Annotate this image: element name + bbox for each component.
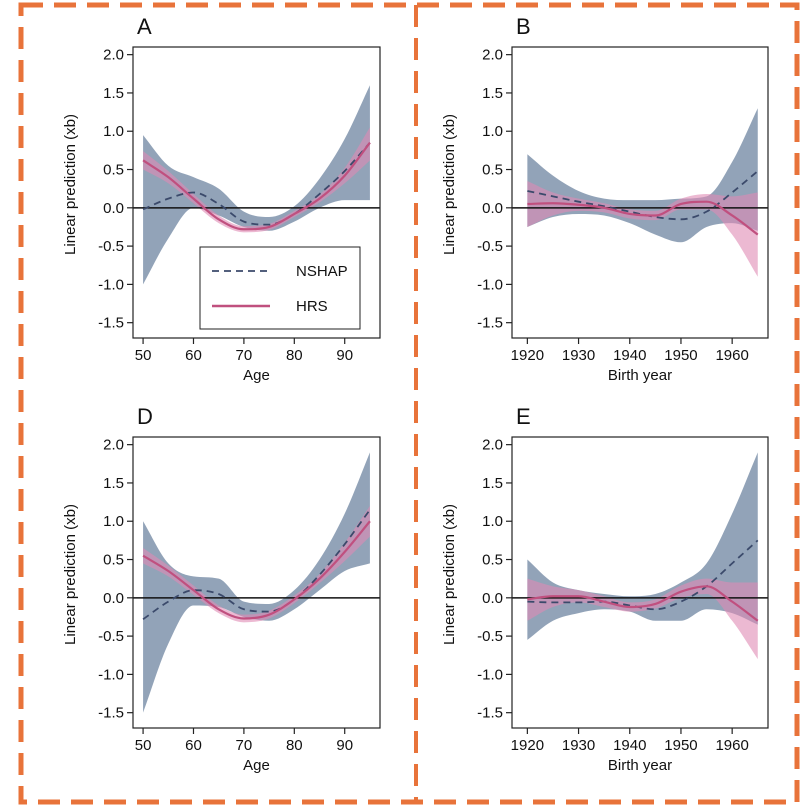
y-tick-label: -1.0 — [98, 276, 124, 293]
x-axis-label: Birth year — [608, 367, 672, 384]
legend-label-hrs: HRS — [296, 298, 328, 315]
series-line-hrs — [527, 585, 759, 622]
y-tick-label: 1.0 — [103, 123, 124, 140]
y-tick-label: -0.5 — [477, 238, 503, 255]
series-line-nshap — [142, 142, 371, 226]
series-line-hrs — [142, 142, 371, 231]
y-axis-label: Linear prediction (xb) — [62, 114, 79, 255]
y-tick-label: -1.5 — [98, 705, 124, 722]
y-tick-label: 0.5 — [482, 552, 503, 569]
y-tick-label: -1.5 — [477, 315, 503, 332]
y-tick-label: -0.5 — [477, 628, 503, 645]
x-tick-label: 1930 — [562, 737, 595, 754]
legend-box — [199, 246, 361, 330]
y-tick-label: 0.0 — [482, 200, 503, 217]
x-axis-label: Age — [243, 367, 270, 384]
legend-label-nshap: NSHAP — [296, 263, 348, 280]
x-tick-label: 50 — [135, 737, 152, 754]
x-tick-label: 70 — [236, 347, 253, 364]
x-tick-label: 70 — [236, 737, 253, 754]
plot-area — [512, 108, 768, 277]
y-tick-label: 2.0 — [103, 47, 124, 64]
x-tick-label: 1950 — [664, 737, 697, 754]
x-tick-label: 80 — [286, 737, 303, 754]
y-tick-label: 1.0 — [482, 123, 503, 140]
y-tick-label: -1.0 — [477, 666, 503, 683]
y-tick-label: -1.0 — [477, 276, 503, 293]
panel-label: E — [516, 404, 531, 429]
legend: NSHAP HRS — [199, 246, 361, 330]
y-tick-label: -1.5 — [98, 315, 124, 332]
y-tick-label: 2.0 — [103, 437, 124, 454]
y-tick-label: 0.0 — [103, 590, 124, 607]
x-tick-label: 1960 — [715, 737, 748, 754]
y-tick-label: 0.0 — [103, 200, 124, 217]
panels-container: -1.5 -1.0 -0.5 0.0 0.5 1.0 1.5 2.0 50 60 70 80 90 Age… — [62, 14, 769, 774]
y-tick-label: -0.5 — [98, 238, 124, 255]
y-axis-label: Linear prediction (xb) — [62, 504, 79, 645]
y-tick-label: 1.5 — [103, 475, 124, 492]
x-tick-label: 90 — [336, 737, 353, 754]
x-tick-label: 1950 — [664, 347, 697, 364]
panel-a: -1.5 -1.0 -0.5 0.0 0.5 1.0 1.5 2.0 50 60 70 80 90 Age… — [62, 14, 381, 384]
panel-label: B — [516, 14, 531, 39]
y-tick-label: 0.5 — [103, 162, 124, 179]
x-tick-label: 1960 — [715, 347, 748, 364]
x-tick-label: 1930 — [562, 347, 595, 364]
series-line-hrs — [527, 200, 759, 236]
series-line-nshap — [527, 170, 759, 221]
x-tick-label: 80 — [286, 347, 303, 364]
series-line-nshap — [527, 539, 759, 611]
plot-area — [512, 452, 768, 660]
x-tick-label: 1920 — [511, 737, 544, 754]
x-tick-label: 1920 — [511, 347, 544, 364]
plot-frame — [132, 436, 381, 729]
plot-frame — [511, 436, 769, 729]
y-tick-label: 1.0 — [482, 513, 503, 530]
x-tick-label: 60 — [185, 737, 202, 754]
ci-band-nshap — [143, 452, 370, 713]
x-axis-label: Age — [243, 757, 270, 774]
series-line-hrs — [142, 520, 371, 620]
ci-band-hrs — [143, 127, 370, 233]
x-tick-label: 90 — [336, 347, 353, 364]
x-tick-label: 1940 — [613, 737, 646, 754]
plot-area — [133, 452, 380, 713]
x-tick-label: 1940 — [613, 347, 646, 364]
x-tick-label: 60 — [185, 347, 202, 364]
y-tick-label: -1.5 — [477, 705, 503, 722]
panel-d: -1.5 -1.0 -0.5 0.0 0.5 1.0 1.5 2.0 50 60 70 80 90 Age… — [62, 404, 381, 774]
ci-band-hrs — [527, 578, 758, 660]
series-line-nshap — [142, 509, 371, 620]
plot-frame — [132, 46, 381, 339]
y-tick-label: 2.0 — [482, 437, 503, 454]
y-axis-label: Linear prediction (xb) — [441, 114, 458, 255]
panel-label: D — [137, 404, 153, 429]
y-tick-label: -0.5 — [98, 628, 124, 645]
y-tick-label: 1.0 — [103, 513, 124, 530]
y-tick-label: -1.0 — [98, 666, 124, 683]
panel-label: A — [137, 14, 152, 39]
outer-dashed-frame — [18, 2, 800, 805]
x-axis-label: Birth year — [608, 757, 672, 774]
y-tick-label: 1.5 — [482, 475, 503, 492]
y-tick-label: 0.0 — [482, 590, 503, 607]
plot-frame — [511, 46, 769, 339]
plot-area — [133, 85, 380, 285]
y-axis-label: Linear prediction (xb) — [441, 504, 458, 645]
ci-band-nshap — [527, 452, 758, 640]
y-tick-label: 1.5 — [482, 85, 503, 102]
x-tick-label: 50 — [135, 347, 152, 364]
panel-e: -1.5 -1.0 -0.5 0.0 0.5 1.0 1.5 2.0 1920 1930 1940 1… — [441, 404, 769, 774]
y-tick-label: 0.5 — [482, 162, 503, 179]
y-tick-label: 0.5 — [103, 552, 124, 569]
y-tick-label: 2.0 — [482, 47, 503, 64]
panel-b: -1.5 -1.0 -0.5 0.0 0.5 1.0 1.5 2.0 1920 1930 1940 1… — [441, 14, 769, 384]
ci-band-nshap — [143, 85, 370, 285]
ci-band-hrs — [143, 505, 370, 623]
y-tick-label: 1.5 — [103, 85, 124, 102]
